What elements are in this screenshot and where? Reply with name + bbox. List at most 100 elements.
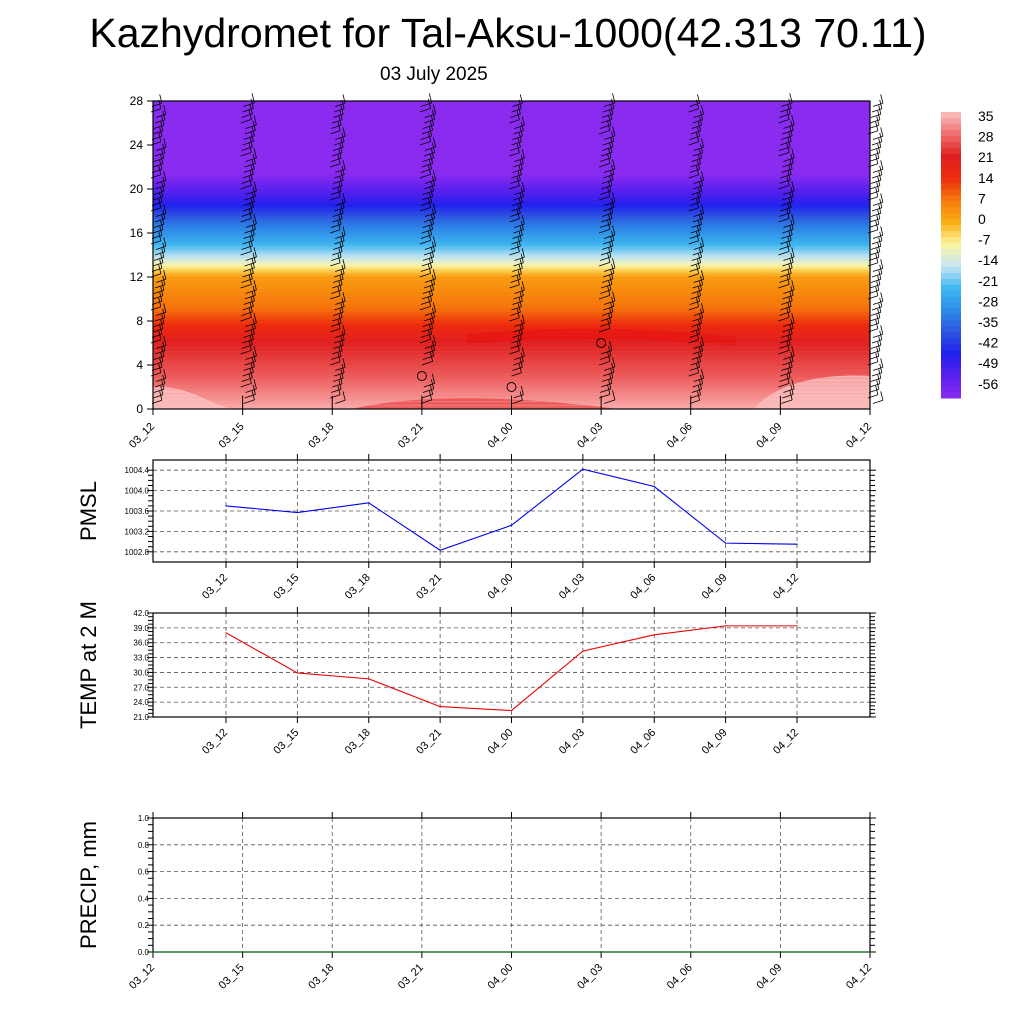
y-tick-label: 1002.8 [125, 548, 150, 557]
colorbar-swatch [941, 129, 961, 137]
wind-barb [781, 102, 793, 107]
wind-barb [245, 322, 257, 327]
wind-barb-flag [432, 269, 437, 279]
wind-barb [151, 135, 163, 140]
wind-barb [598, 295, 611, 300]
x-tick-label: 03_18 [306, 421, 336, 451]
x-tick-label: 04_03 [557, 727, 587, 757]
wind-barb [868, 355, 880, 360]
data-point [368, 678, 370, 680]
colorbar-swatch [941, 320, 961, 327]
wind-barb [780, 372, 792, 377]
wind-barb [421, 229, 433, 234]
wind-barb [598, 262, 611, 267]
data-point [421, 951, 423, 953]
y-tick-label: 42.0 [133, 609, 149, 618]
wind-barb-flag [253, 379, 257, 389]
wind-barb [331, 223, 342, 228]
wind-barb [691, 355, 702, 360]
wind-barb-flag [791, 148, 795, 158]
wind-barb-flag [253, 247, 257, 257]
wind-barb-flag [880, 292, 884, 302]
wind-barb [151, 267, 163, 272]
wind-barb [510, 113, 521, 118]
wind-barb-flag [880, 226, 884, 236]
wind-barb [242, 372, 254, 377]
wind-barb [693, 212, 704, 217]
wind-barb [153, 190, 165, 195]
wind-barb [240, 350, 252, 355]
wind-barb-flag [253, 346, 257, 356]
colorbar-swatch [941, 356, 961, 363]
wind-barb [601, 113, 614, 118]
wind-barb [422, 190, 434, 195]
wind-barb [692, 317, 703, 322]
wind-barb [691, 256, 702, 261]
wind-barb [871, 273, 883, 278]
y-tick-label: 1004.0 [125, 487, 150, 496]
wind-barb [423, 284, 435, 289]
wind-barb [510, 179, 521, 184]
wind-barb [511, 306, 522, 311]
wind-barb [602, 207, 615, 212]
wind-barb [691, 223, 702, 228]
wind-barb [423, 383, 435, 388]
y-tick-label: 0.8 [138, 841, 150, 850]
wind-barb [332, 152, 343, 157]
wind-barb-flag [253, 115, 257, 125]
wind-barb-flag [432, 170, 437, 180]
wind-barb [332, 185, 343, 190]
x-tick-label: 03_18 [343, 727, 373, 757]
wind-barb [693, 179, 704, 184]
wind-barb [419, 207, 431, 212]
wind-barb [599, 190, 612, 195]
wind-barb [421, 295, 433, 300]
wind-barb [240, 284, 252, 289]
wind-barb-flag [342, 127, 346, 137]
wind-barb [332, 251, 343, 256]
wind-barb [871, 306, 883, 311]
wind-barb [153, 322, 165, 327]
wind-barb [243, 135, 255, 140]
colorbar-label: 0 [978, 211, 986, 227]
wind-barb [423, 119, 435, 124]
wind-barb [512, 333, 523, 338]
wind-barb [779, 377, 791, 382]
wind-barb [688, 174, 699, 179]
wind-barb-flag [342, 259, 346, 269]
wind-barb [241, 113, 253, 118]
data-point [600, 951, 602, 953]
wind-barb-flag [163, 270, 167, 280]
wind-barb [513, 196, 524, 201]
wind-barb [870, 113, 882, 118]
wind-barb [688, 273, 699, 278]
wind-barb [779, 344, 791, 349]
wind-barb [781, 267, 793, 272]
data-point [653, 634, 655, 636]
wind-barb-flag [163, 105, 167, 115]
wind-barb-flag [163, 237, 167, 247]
wind-barb [872, 300, 884, 305]
x-tick-label: 04_03 [557, 572, 587, 602]
wind-barb [869, 284, 881, 289]
wind-barb [869, 152, 881, 157]
wind-barb [511, 207, 522, 212]
wind-barb [240, 152, 252, 157]
line-panel-3: 0.0 0.2 0.4 0.6 0.8 1.0 03_12 03_15 03_18 03_21 04… [76, 812, 876, 992]
wind-barb [420, 267, 432, 272]
wind-barb [242, 240, 254, 245]
wind-barb [509, 218, 520, 223]
wind-barb [332, 218, 343, 223]
wind-barb [513, 130, 524, 135]
wind-barb [781, 399, 793, 404]
wind-barb [783, 256, 795, 261]
x-tick-label: 04_00 [486, 572, 516, 602]
wind-barb [693, 344, 704, 349]
wind-barb [421, 163, 433, 168]
wind-barb [692, 218, 703, 223]
wind-barb-flag [342, 325, 346, 335]
wind-barb [868, 388, 880, 393]
wind-barb [155, 146, 167, 151]
wind-barb [332, 350, 343, 355]
wind-barb [152, 262, 164, 267]
